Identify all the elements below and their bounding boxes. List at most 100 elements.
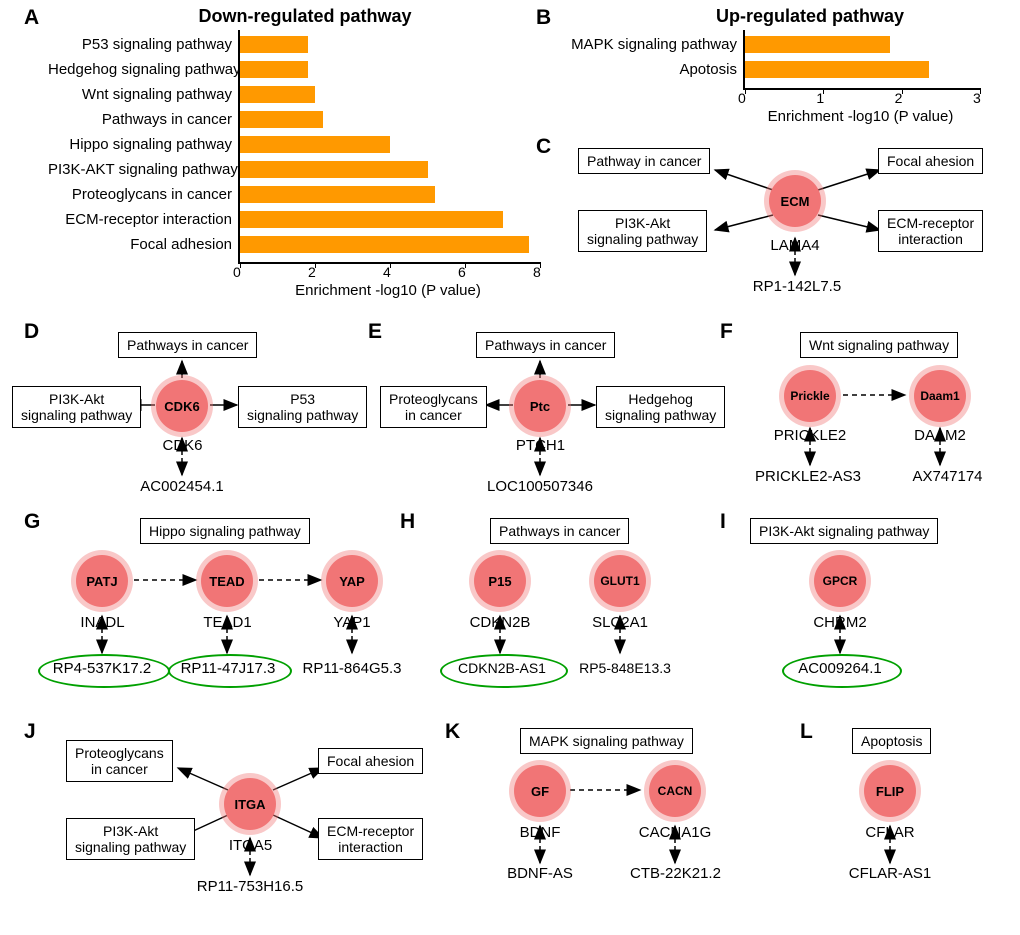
bar [240, 36, 308, 53]
panelL-node: FLIP [864, 765, 916, 817]
bar [240, 136, 390, 153]
bar-label: Apotosis [568, 61, 743, 78]
panelC-node: ECM [769, 175, 821, 227]
panel-letter-A: A [24, 6, 39, 30]
bar [240, 186, 435, 203]
panel-letter-E: E [368, 320, 382, 344]
panelG-gene3: YAP1 [322, 614, 382, 631]
panelD-box-left: PI3K-Aktsignaling pathway [12, 386, 141, 428]
bar-label: MAPK signaling pathway [568, 36, 743, 53]
panelG-lnc2: RP11-47J17.3 [176, 660, 280, 677]
panelK-lnc2: CTB-22K21.2 [618, 865, 733, 882]
panelC-gene: LAMA4 [760, 237, 830, 254]
panelF-node1: Prickle [784, 370, 836, 422]
panelB-chart: MAPK signaling pathway Apotosis 0 1 2 3 Enri… [568, 30, 980, 125]
tick-label: 1 [816, 90, 824, 106]
panelB-title: Up-regulated pathway [680, 6, 940, 27]
panel-letter-D: D [24, 320, 39, 344]
panelK-node2: CACN [649, 765, 701, 817]
panelA-chart: P53 signaling pathway Hedgehog signaling … [48, 30, 540, 299]
panelF-box-top: Wnt signaling pathway [800, 332, 958, 358]
panelK-box-top: MAPK signaling pathway [520, 728, 693, 754]
bar-label: Hedgehog signaling pathway [48, 61, 244, 78]
bar-label: PI3K-AKT signaling pathway [48, 161, 244, 178]
panelA-xlabel: Enrichment -log10 (P value) [238, 282, 538, 299]
bar-label: Hippo signaling pathway [48, 136, 238, 153]
panelH-node2: GLUT1 [594, 555, 646, 607]
bar-label: Focal adhesion [48, 236, 238, 253]
tick-label: 2 [895, 90, 903, 106]
panelC-box-br: ECM-receptorinteraction [878, 210, 983, 252]
bar [240, 86, 315, 103]
panelH-gene1: CDKN2B [460, 614, 540, 631]
panelG-node2: TEAD [201, 555, 253, 607]
bar-label: ECM-receptor interaction [48, 211, 238, 228]
panel-letter-H: H [400, 510, 415, 534]
panel-letter-K: K [445, 720, 460, 744]
panelD-node: CDK6 [156, 380, 208, 432]
bar [240, 161, 428, 178]
panel-letter-G: G [24, 510, 40, 534]
panelE-lnc: LOC100507346 [480, 478, 600, 495]
panelE-box-right: Hedgehogsignaling pathway [596, 386, 725, 428]
panelD-box-right: P53signaling pathway [238, 386, 367, 428]
panelE-node: Ptc [514, 380, 566, 432]
tick-label: 6 [458, 264, 466, 280]
panelJ-gene: ITGA5 [218, 837, 283, 854]
panelG-node1: PATJ [76, 555, 128, 607]
tick-label: 0 [738, 90, 746, 106]
bar [240, 236, 529, 253]
panelB-xlabel: Enrichment -log10 (P value) [743, 108, 978, 125]
panelG-box-top: Hippo signaling pathway [140, 518, 310, 544]
panelJ-box-tr: Focal ahesion [318, 748, 423, 774]
panelK-gene1: BDNF [510, 824, 570, 841]
panel-letter-B: B [536, 6, 551, 30]
panel-letter-I: I [720, 510, 726, 534]
bar [240, 211, 503, 228]
panelJ-node: ITGA [224, 778, 276, 830]
tick-label: 3 [973, 90, 981, 106]
panelH-lnc2: RP5-848E13.3 [570, 660, 680, 676]
bar-label: Pathways in cancer [48, 111, 238, 128]
panelE-box-top: Pathways in cancer [476, 332, 615, 358]
panelA-title: Down-regulated pathway [165, 6, 445, 27]
bar-label: Wnt signaling pathway [48, 86, 238, 103]
panelE-gene: PTCH1 [508, 437, 573, 454]
panelH-gene2: SLC2A1 [585, 614, 655, 631]
panel-letter-J: J [24, 720, 36, 744]
panelF-gene2: DAAM2 [900, 427, 980, 444]
bar [240, 61, 308, 78]
panelF-lnc2: AX747174 [900, 468, 995, 485]
panelG-node3: YAP [326, 555, 378, 607]
bar [745, 61, 929, 78]
panelH-lnc1: CDKN2B-AS1 [448, 660, 556, 676]
panelD-box-top: Pathways in cancer [118, 332, 257, 358]
panelC-box-bl: PI3K-Aktsignaling pathway [578, 210, 707, 252]
bar-label: Proteoglycans in cancer [48, 186, 238, 203]
panelL-gene: CFLAR [855, 824, 925, 841]
panelG-lnc3: RP11-864G5.3 [296, 660, 408, 677]
panelF-node2: Daam1 [914, 370, 966, 422]
panelJ-box-tl: Proteoglycansin cancer [66, 740, 173, 782]
panelD-lnc: AC002454.1 [132, 478, 232, 495]
panelC-lnc: RP1-142L7.5 [742, 278, 852, 295]
bar-label: P53 signaling pathway [48, 36, 238, 53]
panelJ-box-bl: PI3K-Aktsignaling pathway [66, 818, 195, 860]
panelK-gene2: CACNA1G [630, 824, 720, 841]
panelJ-lnc: RP11-753H16.5 [190, 878, 310, 895]
panelK-node1: GF [514, 765, 566, 817]
panelI-box-top: PI3K-Akt signaling pathway [750, 518, 938, 544]
panelL-lnc: CFLAR-AS1 [840, 865, 940, 882]
panelC-box-tr: Focal ahesion [878, 148, 983, 174]
tick-label: 4 [383, 264, 391, 280]
tick-label: 2 [308, 264, 316, 280]
panelG-lnc1: RP4-537K17.2 [46, 660, 158, 677]
panelI-node: GPCR [814, 555, 866, 607]
panelL-box-top: Apoptosis [852, 728, 931, 754]
panelH-box-top: Pathways in cancer [490, 518, 629, 544]
tick-label: 0 [233, 264, 241, 280]
bar [745, 36, 890, 53]
panelF-lnc1: PRICKLE2-AS3 [748, 468, 868, 485]
panelC-box-tl: Pathway in cancer [578, 148, 710, 174]
panelG-gene1: INADL [70, 614, 135, 631]
